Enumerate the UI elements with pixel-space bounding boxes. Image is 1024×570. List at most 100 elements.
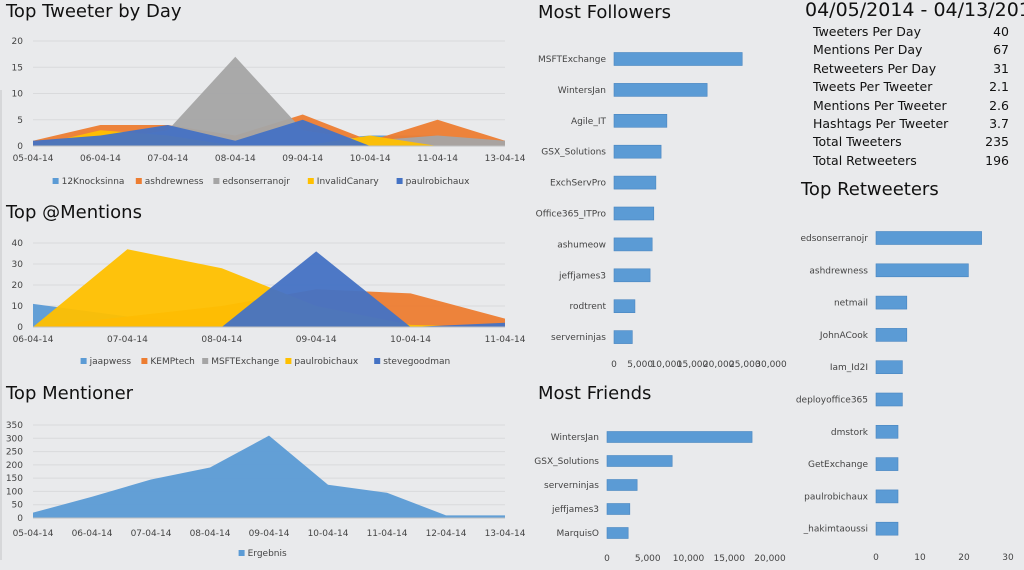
x-tick-label: 30 (1002, 553, 1014, 563)
x-tick-label: 15,000 (714, 554, 746, 564)
bar-category-label: edsonserranojr (800, 234, 868, 244)
x-tick-label: 11-04-14 (485, 335, 526, 345)
stat-label: Tweeters Per Day (813, 24, 921, 39)
x-tick-label: 5,000 (627, 360, 653, 370)
legend-swatch (307, 178, 314, 184)
bar-category-label: GetExchange (808, 460, 868, 470)
bar-serverninjas (606, 479, 638, 491)
area-series-Ergebnis (33, 435, 505, 518)
stat-value: 3.7 (989, 115, 1009, 131)
legend-swatch (80, 358, 87, 364)
stat-label: Mentions Per Tweeter (813, 97, 947, 113)
chart-followers (613, 52, 743, 344)
bar-MSFTExchange (613, 52, 743, 66)
x-tick-label: 05-04-14 (13, 529, 54, 539)
x-tick-label: 13-04-14 (485, 154, 526, 164)
bar-category-label: MarquisO (556, 529, 599, 539)
y-tick-label: 30 (12, 260, 24, 270)
x-tick-label: 06-04-14 (72, 529, 113, 539)
x-tick-label: 09-04-14 (249, 529, 290, 539)
bar-ashumeow (613, 237, 653, 252)
bar-category-label: deployoffice365 (796, 396, 868, 406)
x-tick-label: 5,000 (635, 554, 661, 564)
y-tick-label: 0 (17, 514, 23, 524)
x-tick-label: 20,000 (703, 360, 735, 370)
bar-category-label: Iam_Id2I (830, 363, 868, 373)
chart-title-most-friends: Most Friends (538, 383, 652, 404)
stat-label: Mentions Per Day (813, 42, 923, 58)
y-tick-label: 200 (6, 461, 23, 471)
date-range: 04/05/2014 - 04/13/2014 (805, 0, 1024, 21)
bar-_hakimtaoussi (875, 521, 899, 536)
y-tick-label: 10 (12, 90, 24, 100)
x-tick-label: 11-04-14 (417, 154, 458, 164)
legend-label: KEMPtech (150, 357, 195, 367)
y-tick-label: 5 (17, 116, 23, 126)
bar-category-label: netmail (834, 299, 868, 309)
stat-row: Tweeters Per Day 40 (813, 23, 1009, 41)
stat-label: Total Tweeters (813, 134, 902, 150)
bar-edsonserranojr (875, 231, 982, 245)
bar-serverninjas (613, 330, 633, 344)
bar-WintersJan (613, 83, 708, 97)
x-tick-label: 09-04-14 (296, 335, 337, 345)
legend-label: paulrobichaux (294, 357, 359, 367)
left-edge-divider (0, 90, 2, 560)
area-series-paulrobichaux (33, 249, 505, 327)
bar-category-label: MSFTExchange (538, 55, 606, 65)
bar-category-label: ExchServPro (550, 179, 607, 189)
stat-row: Mentions Per Tweeter 2.6 (813, 97, 1009, 115)
bar-category-label: WintersJan (558, 86, 606, 96)
bar-category-label: Agile_IT (571, 117, 607, 127)
x-tick-label: 15,000 (677, 360, 709, 370)
chart-title-top-tweeter: Top Tweeter by Day (6, 1, 182, 22)
stats-table: Tweeters Per Day 40 Mentions Per Day 67 Re… (813, 23, 1009, 170)
x-tick-label: 08-04-14 (201, 335, 242, 345)
chart-mentions (33, 242, 505, 364)
bar-ExchServPro (613, 175, 657, 190)
stat-row: Mentions Per Day 67 (813, 41, 1009, 59)
legend-swatch (202, 358, 209, 364)
chart-title-most-followers: Most Followers (538, 2, 672, 23)
x-tick-label: 10 (914, 553, 926, 563)
x-tick-label: 06-04-14 (80, 154, 121, 164)
y-tick-label: 0 (17, 323, 23, 333)
chart-mentioner (33, 424, 505, 556)
legend-label: ashdrewness (145, 177, 204, 187)
x-tick-label: 0 (873, 553, 879, 563)
y-tick-label: 350 (6, 421, 23, 431)
bar-Office365_ITPro (613, 206, 655, 221)
bar-WintersJan (606, 431, 753, 443)
x-tick-label: 10-04-14 (350, 154, 391, 164)
legend-swatch (285, 358, 292, 364)
bar-Iam_Id2I (875, 360, 903, 375)
bar-category-label: rodtrent (569, 302, 606, 312)
stat-label: Total Retweeters (813, 152, 917, 168)
y-tick-label: 40 (12, 239, 24, 249)
area-series-edsonserranojr (33, 56, 505, 146)
stat-label: Hashtags Per Tweeter (813, 115, 949, 131)
bar-jeffjames3 (613, 268, 651, 283)
y-tick-label: 0 (17, 142, 23, 152)
y-tick-label: 10 (12, 302, 24, 312)
legend-label: jaapwess (89, 357, 132, 367)
bar-category-label: ashumeow (557, 240, 606, 250)
bar-category-label: jeffjames3 (551, 505, 599, 515)
bar-category-label: dmstork (831, 428, 869, 438)
x-tick-label: 20,000 (754, 554, 786, 564)
chart-tweeter (33, 40, 505, 184)
legend-swatch (135, 178, 142, 184)
y-tick-label: 150 (6, 474, 23, 484)
bar-rodtrent (613, 299, 636, 314)
y-tick-label: 250 (6, 448, 23, 458)
stat-row: Total Retweeters 196 (813, 152, 1009, 170)
chart-friends (606, 431, 753, 539)
bar-netmail (875, 295, 908, 310)
bar-ashdrewness (875, 263, 969, 278)
x-tick-label: 25,000 (729, 360, 761, 370)
stat-row: Tweets Per Tweeter 2.1 (813, 78, 1009, 96)
stat-label: Tweets Per Tweeter (813, 79, 933, 95)
y-tick-label: 100 (6, 487, 23, 497)
x-tick-label: 10,000 (651, 360, 683, 370)
